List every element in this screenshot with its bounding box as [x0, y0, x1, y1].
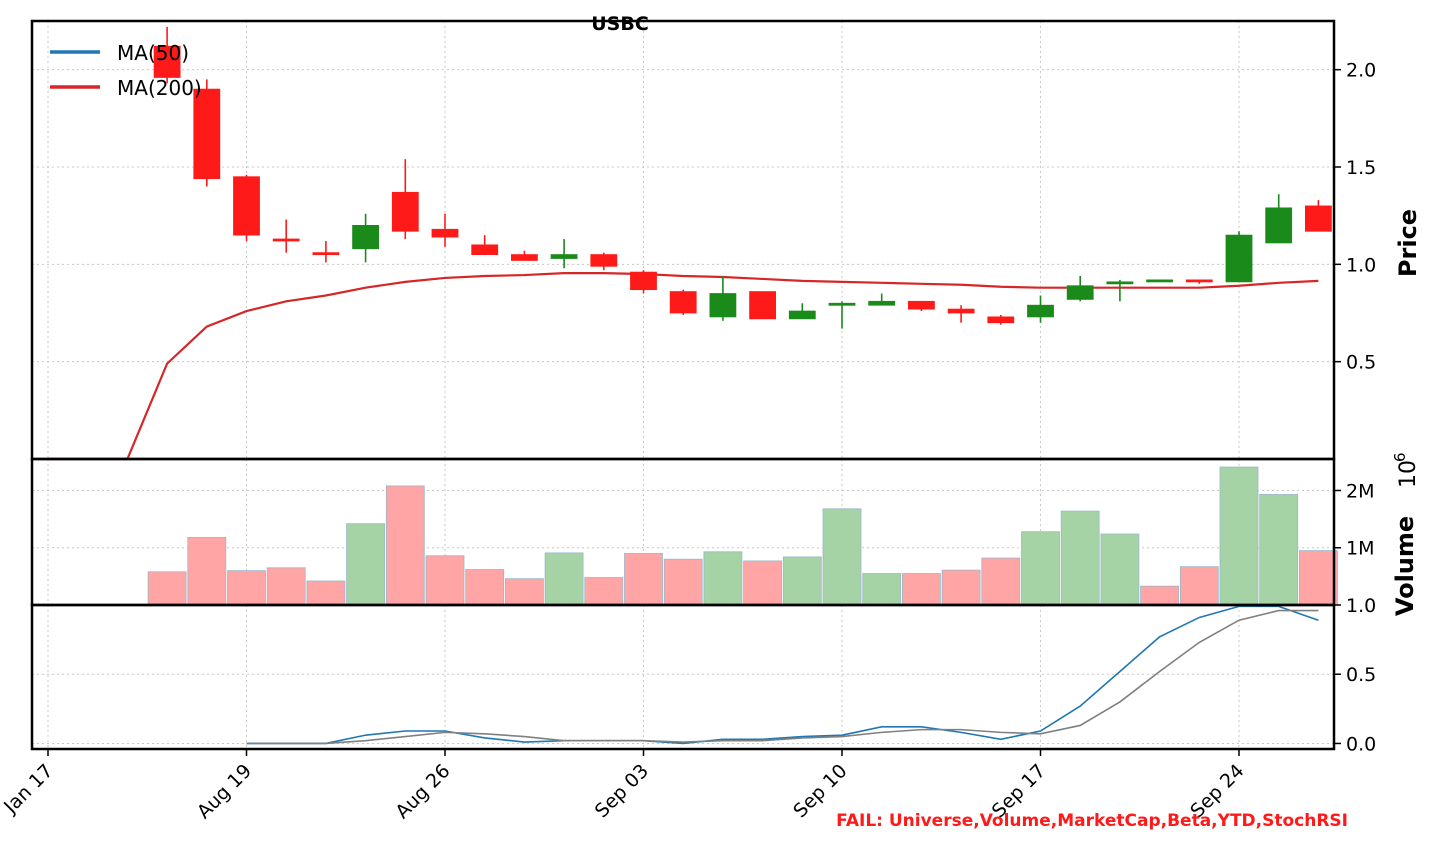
volume-axis-title: Volume	[1391, 516, 1419, 616]
volume-bar	[663, 558, 703, 606]
price-y-tick-label: 1.5	[1346, 157, 1376, 179]
volume-bar	[1179, 566, 1219, 606]
candle-body	[630, 271, 657, 291]
volume-bar	[346, 523, 386, 606]
candle-body	[868, 300, 896, 306]
stoch-d-line	[246, 609, 1319, 745]
volume-bar	[465, 569, 505, 606]
candle-body	[1225, 234, 1253, 283]
volume-bar	[743, 560, 782, 606]
volume-bars	[147, 466, 1338, 606]
x-tick-label: Aug 26	[391, 760, 454, 823]
candle-body	[153, 45, 181, 78]
candle-body	[510, 254, 538, 261]
stoch-panel-frame	[30, 603, 1336, 751]
price-y-tick-label: 2.0	[1346, 60, 1376, 82]
x-tick-label: Sep 03	[591, 760, 653, 822]
price-y-tick-label: 0.5	[1346, 352, 1376, 374]
candle-body	[908, 300, 935, 310]
volume-bar	[584, 577, 624, 606]
price-panel-frame	[30, 19, 1336, 461]
volume-bar	[504, 578, 544, 606]
volume-bar	[782, 556, 822, 606]
volume-bar	[187, 537, 227, 606]
candle-body	[391, 191, 419, 232]
price-axis-title: Price	[1394, 209, 1422, 277]
legend-label-ma200: MA(200)	[117, 76, 202, 100]
candle-body	[471, 244, 499, 256]
volume-bar	[266, 567, 306, 606]
volume-bar	[1021, 531, 1060, 606]
volume-bar	[703, 551, 743, 606]
volume-exponent-label: 10 6	[1391, 452, 1421, 488]
volume-bar	[1219, 466, 1259, 606]
x-tick-label: Jan 17	[0, 760, 58, 818]
volume-bar	[902, 573, 941, 606]
volume-bar	[941, 569, 981, 606]
volume-bar	[1140, 585, 1179, 606]
volume-exponent-power: 6	[1391, 452, 1409, 462]
candle-body	[709, 293, 737, 318]
candle-body	[1027, 304, 1054, 318]
candle-body	[312, 252, 340, 256]
candle-body	[828, 302, 856, 306]
candle-body	[749, 291, 776, 320]
chart-title: USBC	[591, 13, 649, 35]
volume-bar	[1060, 510, 1100, 606]
legend: MA(50) MA(200)	[50, 41, 202, 100]
x-tick-label: Aug 19	[193, 760, 256, 823]
candle-body	[1106, 281, 1134, 285]
candle-body	[987, 316, 1015, 324]
volume-bar	[822, 508, 862, 606]
candle-body	[1305, 205, 1332, 232]
stoch-rsi-lines	[246, 605, 1319, 745]
candle-body	[1146, 279, 1173, 283]
volume-y-tick-label: 1M	[1346, 538, 1374, 560]
candle-body	[233, 176, 260, 236]
volume-bar	[1100, 533, 1140, 606]
stoch-y-tick-label: 0.0	[1346, 733, 1376, 755]
stoch-k-line	[246, 605, 1319, 745]
stoch-y-tick-label: 1.0	[1346, 595, 1376, 617]
candle-body	[1185, 279, 1213, 283]
candle-body	[1265, 207, 1293, 244]
moving-average-lines	[48, 271, 1319, 461]
candle-body	[590, 254, 618, 267]
candlesticks	[153, 26, 1332, 329]
volume-y-tick-label: 2M	[1346, 480, 1374, 502]
candle-body	[272, 238, 300, 242]
volume-bar	[425, 555, 465, 606]
volume-bar	[544, 552, 584, 606]
stoch-y-tick-label: 0.5	[1346, 664, 1376, 686]
volume-bar	[227, 570, 266, 606]
volume-bar	[862, 573, 902, 606]
candle-body	[947, 308, 975, 314]
candle-body	[431, 228, 459, 238]
candle-body	[788, 310, 816, 320]
volume-bar	[147, 571, 187, 606]
candle-body	[193, 88, 221, 180]
candle-body	[352, 224, 380, 250]
volume-bar	[624, 553, 663, 606]
volume-bar	[1259, 494, 1299, 606]
volume-bar	[1299, 550, 1338, 606]
price-y-tick-label: 1.0	[1346, 254, 1376, 276]
volume-bar	[385, 485, 425, 606]
fail-annotation: FAIL: Universe,Volume,MarketCap,Beta,YTD…	[836, 811, 1348, 831]
grid-lines	[32, 21, 1334, 749]
volume-bar	[981, 557, 1021, 606]
volume-bar	[306, 580, 346, 606]
volume-exponent-base: 10	[1396, 460, 1421, 488]
candle-body	[550, 254, 578, 259]
candle-body	[1066, 285, 1094, 300]
legend-label-ma50: MA(50)	[117, 41, 189, 65]
ma200-line	[48, 271, 1319, 461]
candle-body	[669, 291, 697, 314]
